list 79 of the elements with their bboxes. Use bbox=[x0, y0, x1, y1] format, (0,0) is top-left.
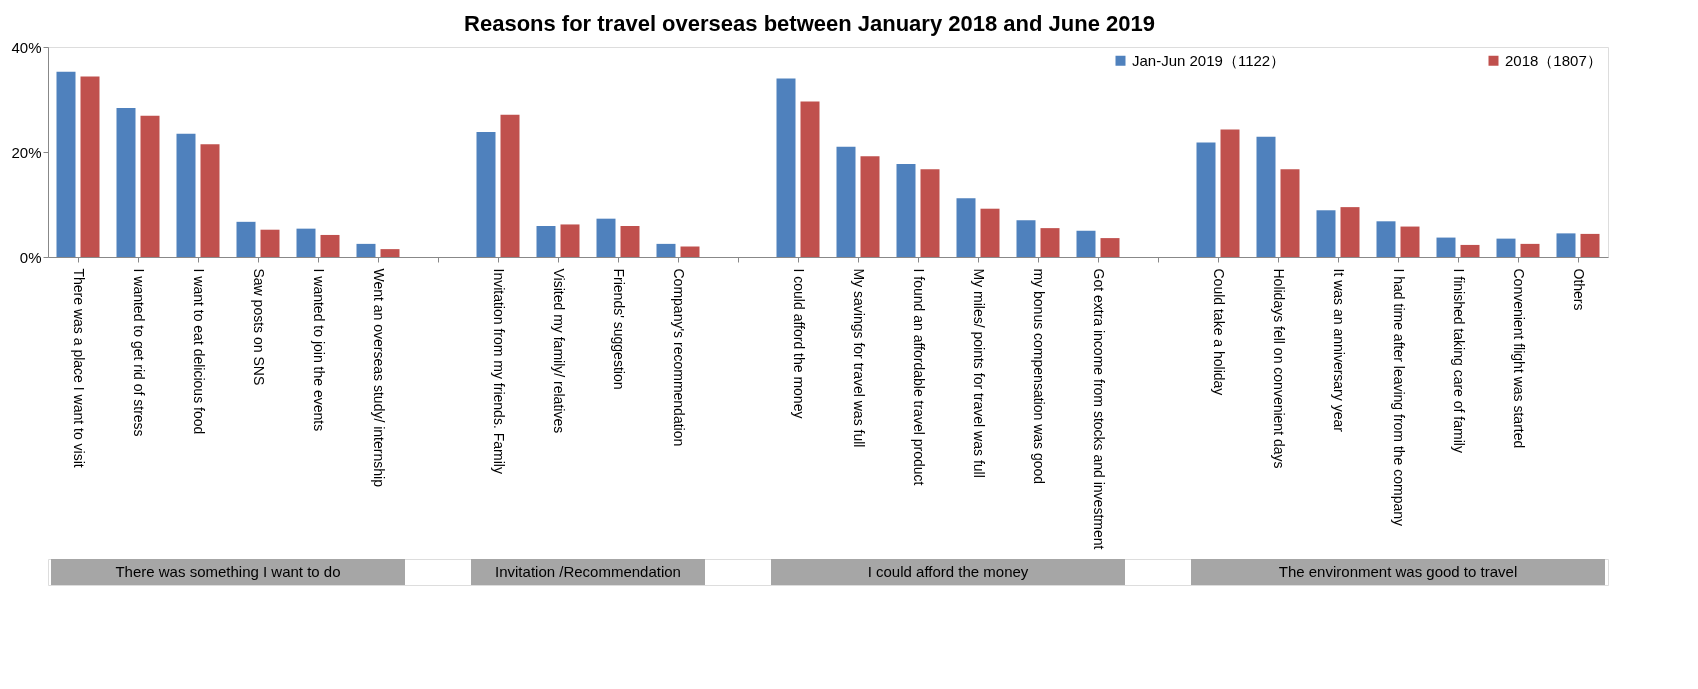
chart-title: Reasons for travel overseas between January 2018 and June 2019 bbox=[464, 10, 1155, 36]
x-tick-label: It was an anniversary year bbox=[1331, 268, 1347, 433]
x-tick-label: I had time after leaving from the company bbox=[1391, 268, 1407, 527]
x-tick-label: Went an overseas study/ internship bbox=[371, 268, 387, 488]
bar bbox=[1076, 230, 1096, 257]
text: I could afford the money bbox=[867, 563, 1029, 580]
bar bbox=[776, 78, 796, 257]
bar bbox=[476, 132, 496, 257]
bar bbox=[500, 114, 520, 257]
bar bbox=[356, 243, 376, 257]
bar bbox=[956, 198, 976, 257]
bar bbox=[1040, 228, 1060, 257]
x-tick-label: My savings for travel was full bbox=[851, 268, 867, 448]
x-tick-label: I wanted to join the events bbox=[311, 268, 327, 432]
x-tick-label: Invitation from my friends. Family bbox=[491, 268, 507, 474]
x-tick-label: Friends' suggestion bbox=[611, 268, 627, 390]
bar bbox=[296, 228, 316, 257]
x-tick-label: I could afford the money bbox=[791, 268, 807, 419]
bar bbox=[596, 218, 616, 257]
bar bbox=[836, 146, 856, 257]
bar bbox=[620, 226, 640, 257]
bar bbox=[176, 133, 196, 257]
x-tick-label: I found an affordable travel product bbox=[911, 268, 927, 486]
bar bbox=[320, 234, 340, 257]
bar bbox=[1436, 237, 1456, 257]
bar bbox=[560, 224, 580, 257]
x-tick-label: I want to eat delicious food bbox=[191, 268, 207, 435]
x-tick-label: My miles/ points for travel was full bbox=[971, 268, 987, 478]
bar bbox=[1196, 142, 1216, 257]
bar bbox=[1580, 233, 1600, 257]
bar bbox=[1256, 136, 1276, 257]
bar bbox=[1280, 169, 1300, 257]
x-tick-label: Convenient flight was started bbox=[1511, 268, 1527, 449]
x-tick-label: I finished taking care of family bbox=[1451, 268, 1467, 453]
bar bbox=[1340, 207, 1360, 257]
bar bbox=[56, 71, 76, 257]
bar bbox=[920, 169, 940, 257]
bar bbox=[536, 226, 556, 257]
y-tick-label: 40% bbox=[11, 38, 42, 56]
legend-label: 2018（1807） bbox=[1505, 51, 1602, 69]
bar bbox=[896, 164, 916, 257]
legend-label: Jan-Jun 2019（1122） bbox=[1132, 51, 1286, 69]
bar bbox=[380, 249, 400, 257]
text: Invitation /Recommendation bbox=[495, 563, 681, 580]
x-tick-label: my bonus compensation was good bbox=[1031, 268, 1047, 485]
x-tick-label: There was a place I want to visit bbox=[71, 268, 87, 468]
bar bbox=[1376, 221, 1396, 257]
bar bbox=[1100, 238, 1120, 257]
bar bbox=[1460, 244, 1480, 257]
text: The environment was good to travel bbox=[1278, 563, 1518, 580]
bar bbox=[1520, 243, 1540, 257]
bar bbox=[80, 76, 100, 257]
y-tick-label: 0% bbox=[19, 248, 42, 266]
bar bbox=[800, 101, 820, 257]
x-tick-label: Could take a holiday bbox=[1211, 268, 1227, 396]
x-tick-label: Company's recommendation bbox=[671, 268, 687, 447]
bar bbox=[1220, 129, 1240, 257]
bar bbox=[1316, 210, 1336, 257]
x-tick-label: Saw posts on SNS bbox=[251, 268, 267, 386]
text: There was something I want to do bbox=[115, 563, 341, 580]
bar bbox=[260, 229, 280, 257]
bar bbox=[980, 208, 1000, 257]
bar bbox=[140, 115, 160, 257]
bar bbox=[1400, 226, 1420, 257]
x-tick-label: Visited my family/ relatives bbox=[551, 268, 567, 434]
x-tick-label: Others bbox=[1571, 268, 1587, 311]
x-tick-label: I wanted to get rid of stress bbox=[131, 268, 147, 437]
x-tick-label: Got extra income from stocks and investment bbox=[1091, 268, 1107, 550]
bar bbox=[656, 243, 676, 257]
y-tick-label: 20% bbox=[11, 143, 42, 161]
bar bbox=[200, 144, 220, 257]
bar bbox=[1556, 233, 1576, 257]
bar bbox=[116, 107, 136, 257]
bar bbox=[1496, 238, 1516, 257]
bar bbox=[236, 221, 256, 257]
bar bbox=[680, 246, 700, 257]
bar bbox=[860, 156, 880, 257]
x-tick-label: Holidays fell on convenient days bbox=[1271, 268, 1287, 469]
bar bbox=[1016, 220, 1036, 257]
